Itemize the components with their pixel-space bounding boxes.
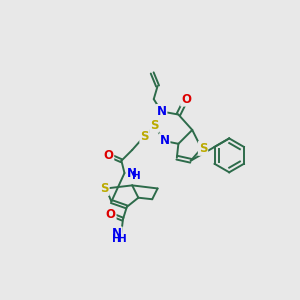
Text: H: H bbox=[112, 234, 121, 244]
Text: N: N bbox=[157, 105, 166, 118]
Text: O: O bbox=[103, 149, 113, 162]
Text: N: N bbox=[127, 167, 137, 180]
Text: S: S bbox=[100, 182, 109, 195]
Text: N: N bbox=[160, 134, 170, 147]
Text: O: O bbox=[181, 93, 191, 106]
Text: S: S bbox=[150, 119, 159, 132]
Text: S: S bbox=[199, 142, 207, 155]
Text: N: N bbox=[112, 227, 122, 240]
Text: S: S bbox=[140, 130, 149, 142]
Text: O: O bbox=[106, 208, 116, 221]
Text: H: H bbox=[132, 171, 141, 181]
Text: H: H bbox=[118, 234, 127, 244]
